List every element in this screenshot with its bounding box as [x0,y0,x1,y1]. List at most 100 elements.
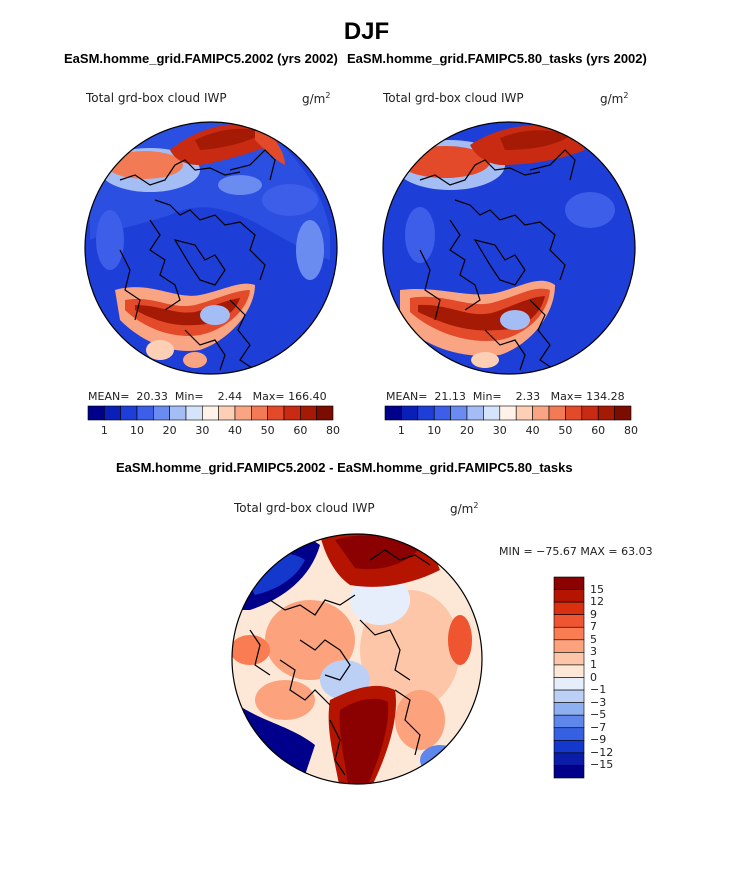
colorbar-swatch [300,405,317,421]
panel-right-title: EaSM.homme_grid.FAMIPC5.80_tasks (yrs 20… [347,51,647,66]
colorbar-swatch [401,405,419,421]
colorbar-tick-label: 40 [228,424,242,437]
colorbar-swatch [553,589,585,603]
colorbar-tick-label: 40 [525,424,540,437]
colorbar-tick-label: 20 [162,424,177,437]
left-variable-label: Total grd-box cloud IWP [86,91,227,105]
colorbar-tick-label: 5 [590,632,597,646]
right-map-border [382,121,636,375]
colorbar-tick-label: 80 [624,424,638,437]
diff-units-label: g/m2 [450,501,479,516]
left-stats: MEAN= 20.33 Min= 2.44 Max= 166.40 [88,390,327,403]
right-colorbar [384,405,632,421]
right-variable-label: Total grd-box cloud IWP [383,91,524,105]
colorbar-swatch [202,405,219,421]
colorbar-swatch [283,405,301,421]
colorbar-tick-label: 10 [130,424,144,437]
figure-title: DJF [343,18,390,45]
colorbar-swatch [597,405,615,421]
right-polar-map [383,122,635,374]
colorbar-swatch [433,405,451,421]
colorbar-tick-label: −3 [590,695,607,709]
colorbar-swatch [169,405,187,421]
colorbar-tick-label: 60 [293,424,308,437]
colorbar-swatch [553,740,585,754]
colorbar-tick-label: 50 [558,424,573,437]
colorbar-swatch [234,405,252,421]
colorbar-swatch [104,405,121,421]
colorbar-swatch [553,702,585,716]
colorbar-swatch [553,626,585,641]
panel-left-title: EaSM.homme_grid.FAMIPC5.2002 (yrs 2002) [64,51,338,66]
colorbar-swatch [120,405,138,421]
colorbar-swatch [483,405,501,421]
colorbar-tick-label: −15 [590,758,614,772]
diff-stats: MIN = −75.67 MAX = 63.03 [499,545,653,558]
colorbar-tick-label: −1 [590,683,607,697]
colorbar-swatch [466,405,484,421]
colorbar-tick-label: 15 [590,582,604,596]
left-map-border [84,121,338,375]
colorbar-tick-label: 60 [591,424,606,437]
colorbar-swatch [553,664,585,678]
colorbar-tick-label: −5 [590,708,607,722]
colorbar-swatch [450,405,468,421]
colorbar-swatch [553,639,585,653]
colorbar-swatch [553,765,585,779]
colorbar-tick-label: 10 [427,424,442,437]
colorbar-tick-label: 7 [590,620,597,634]
colorbar-swatch [553,727,585,741]
colorbar-swatch [565,405,583,421]
panel-diff-title: EaSM.homme_grid.FAMIPC5.2002 - EaSM.homm… [116,460,573,475]
colorbar-swatch [553,576,585,590]
diff-variable-label: Total grd-box cloud IWP [234,501,375,515]
left-colorbar [87,405,334,421]
diff-polar-map [232,534,482,784]
colorbar-swatch [153,405,170,421]
colorbar-swatch [87,405,105,421]
colorbar-tick-label: −7 [590,720,607,734]
colorbar-tick-label: 12 [590,595,604,609]
colorbar-tick-label: 30 [195,424,210,437]
colorbar-swatch [417,405,435,421]
colorbar-tick-label: 80 [326,424,340,437]
colorbar-swatch [136,405,154,421]
colorbar-tick-label: 1 [100,424,108,437]
colorbar-tick-label: 20 [460,424,474,437]
colorbar-swatch [185,405,203,421]
diff-colorbar [553,576,585,779]
colorbar-tick-label: 3 [590,645,597,659]
colorbar-tick-label: −12 [590,745,614,759]
colorbar-swatch [553,601,585,615]
right-units-label: g/m2 [600,91,629,106]
colorbar-swatch [614,405,632,421]
colorbar-tick-label: 1 [590,657,597,671]
colorbar-tick-label: 50 [260,424,275,437]
colorbar-tick-label: 30 [492,424,507,437]
left-units-label: g/m2 [302,91,331,106]
colorbar-swatch [553,714,585,729]
colorbar-swatch [251,405,268,421]
diff-map-border [231,533,483,785]
colorbar-swatch [553,614,585,628]
colorbar-swatch [218,405,236,421]
colorbar-swatch [581,405,599,421]
colorbar-swatch [267,405,285,421]
colorbar-swatch [553,677,585,691]
colorbar-swatch [553,652,585,666]
colorbar-swatch [532,405,550,421]
colorbar-swatch [316,405,334,421]
right-stats: MEAN= 21.13 Min= 2.33 Max= 134.28 [386,390,625,403]
colorbar-swatch [499,405,517,421]
colorbar-tick-label: 9 [590,607,597,621]
colorbar-swatch [553,689,585,703]
left-polar-map [85,122,337,374]
colorbar-swatch [553,752,585,766]
colorbar-tick-label: −9 [590,733,607,747]
colorbar-tick-label: 1 [397,424,405,437]
colorbar-tick-label: 0 [590,670,597,684]
colorbar-swatch [548,405,566,421]
colorbar-swatch [515,405,533,421]
colorbar-swatch [384,405,402,421]
